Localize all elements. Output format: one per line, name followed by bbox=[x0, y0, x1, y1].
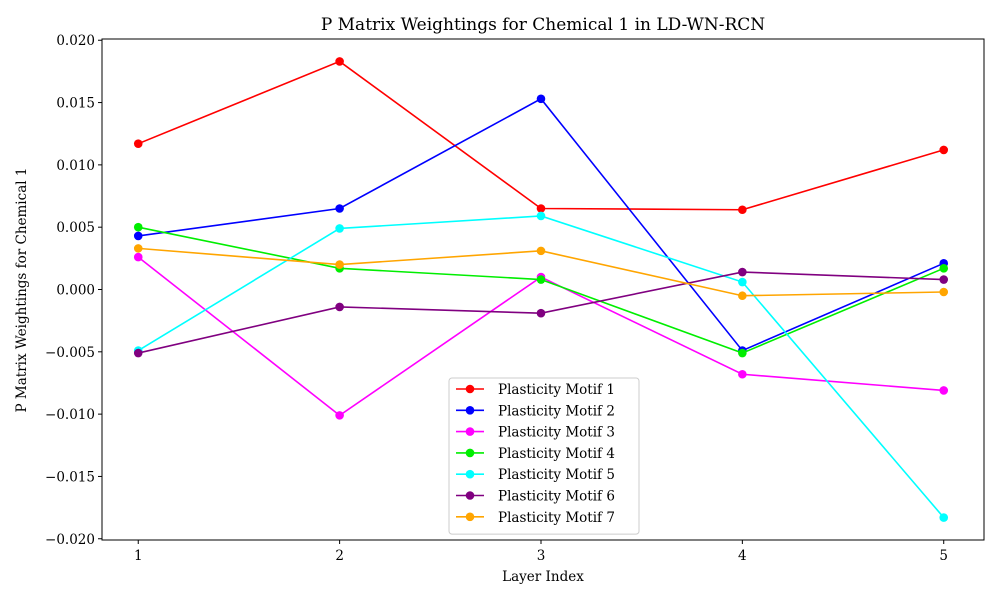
x-tick-label: 3 bbox=[537, 548, 546, 564]
y-tick-label: 0.020 bbox=[56, 33, 95, 49]
data-point bbox=[738, 291, 747, 301]
legend-marker bbox=[465, 512, 475, 522]
y-tick-label: −0.015 bbox=[45, 469, 95, 485]
series-4 bbox=[133, 222, 949, 358]
legend-label: Plasticity Motif 6 bbox=[498, 489, 615, 505]
data-point bbox=[335, 224, 344, 233]
x-axis: 1 2 3 4 5 bbox=[134, 540, 948, 564]
data-point bbox=[939, 275, 949, 284]
legend-marker bbox=[465, 406, 475, 415]
data-point bbox=[133, 244, 143, 253]
data-point bbox=[133, 139, 143, 148]
data-point bbox=[939, 264, 949, 273]
y-tick-label: −0.005 bbox=[45, 345, 95, 361]
series-line bbox=[138, 226, 945, 354]
data-point bbox=[939, 513, 949, 522]
y-tick-label: 0.015 bbox=[56, 96, 95, 112]
data-point bbox=[738, 348, 747, 358]
legend-label: Plasticity Motif 3 bbox=[498, 425, 615, 441]
data-point bbox=[335, 57, 344, 66]
y-tick-label: 0.005 bbox=[56, 220, 95, 236]
legend-marker bbox=[465, 384, 475, 394]
series-2 bbox=[133, 94, 949, 355]
legend-item: Plasticity Motif 1 bbox=[456, 382, 615, 398]
data-point bbox=[939, 145, 949, 155]
legend-box bbox=[448, 377, 640, 535]
data-point bbox=[536, 204, 546, 213]
data-point bbox=[536, 246, 546, 256]
legend-marker bbox=[465, 491, 475, 500]
data-point bbox=[133, 348, 143, 358]
legend-label: Plasticity Motif 1 bbox=[498, 382, 615, 398]
legend-label: Plasticity Motif 5 bbox=[498, 467, 615, 483]
x-tick-label: 2 bbox=[335, 548, 344, 564]
legend-marker bbox=[465, 427, 475, 436]
data-point bbox=[939, 287, 949, 297]
legend: Plasticity Motif 1 Plasticity Motif 2 Plas… bbox=[448, 377, 640, 535]
data-point bbox=[133, 252, 143, 262]
legend-label: Plasticity Motif 4 bbox=[498, 446, 615, 462]
chart-title: P Matrix Weightings for Chemical 1 in LD… bbox=[321, 15, 765, 35]
data-point bbox=[738, 277, 747, 287]
x-tick-label: 5 bbox=[939, 548, 948, 564]
series-line bbox=[137, 60, 944, 211]
y-tick-label: −0.010 bbox=[45, 407, 95, 423]
y-tick-label: 0.000 bbox=[56, 283, 95, 299]
y-tick-label: 0.010 bbox=[56, 158, 95, 174]
legend-item: Plasticity Motif 2 bbox=[456, 403, 615, 419]
y-tick-label: −0.020 bbox=[45, 532, 95, 548]
legend-label: Plasticity Motif 7 bbox=[498, 510, 615, 526]
data-point bbox=[536, 211, 546, 221]
y-axis: −0.020 −0.015 −0.010 −0.005 0.000 0.005 0.010 0… bbox=[45, 33, 102, 548]
data-point bbox=[335, 302, 344, 312]
legend-item: Plasticity Motif 6 bbox=[456, 489, 615, 505]
legend-label: Plasticity Motif 2 bbox=[498, 403, 615, 419]
legend-item: Plasticity Motif 4 bbox=[456, 446, 615, 462]
x-tick-label: 4 bbox=[738, 548, 747, 564]
x-axis-label: Layer Index bbox=[502, 569, 584, 585]
data-point bbox=[335, 411, 344, 420]
data-point bbox=[738, 267, 747, 277]
data-point bbox=[536, 308, 546, 318]
data-point bbox=[536, 275, 546, 284]
series-7 bbox=[133, 244, 949, 301]
data-point bbox=[335, 260, 344, 269]
series-1 bbox=[133, 57, 949, 215]
legend-item: Plasticity Motif 7 bbox=[456, 510, 615, 526]
data-point bbox=[335, 204, 344, 213]
data-point bbox=[738, 369, 747, 379]
data-point bbox=[738, 205, 747, 215]
legend-item: Plasticity Motif 3 bbox=[456, 425, 615, 441]
series-6 bbox=[133, 267, 949, 358]
legend-marker bbox=[465, 469, 475, 479]
y-axis-label: P Matrix Weightings for Chemical 1 bbox=[14, 168, 30, 413]
series-5 bbox=[133, 211, 949, 522]
series-line bbox=[138, 247, 944, 297]
data-point bbox=[536, 94, 546, 104]
legend-item: Plasticity Motif 5 bbox=[456, 467, 615, 483]
data-point bbox=[939, 386, 949, 395]
plot-area bbox=[133, 57, 949, 522]
x-tick-label: 1 bbox=[134, 548, 143, 564]
legend-marker bbox=[465, 448, 475, 458]
data-point bbox=[133, 222, 143, 232]
data-point bbox=[133, 231, 143, 241]
